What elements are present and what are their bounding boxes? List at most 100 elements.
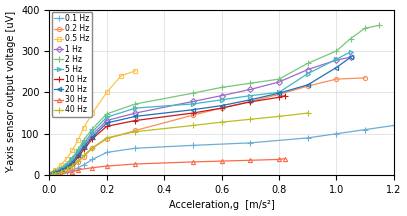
1 Hz (276, 81, 281, 83)
5 Hz (53, 171, 57, 173)
0.5 Hz (133, 70, 138, 72)
20 Hz (64, 166, 69, 169)
10 Hz (248, 101, 253, 103)
0.5 Hz (119, 75, 124, 77)
0.2 Hz (81, 155, 86, 158)
40 Hz (305, 112, 310, 114)
0.1 Hz (90, 158, 95, 161)
20 Hz (81, 146, 86, 148)
10 Hz (47, 174, 52, 176)
0.2 Hz (58, 170, 63, 173)
Line: 10 Hz: 10 Hz (46, 92, 288, 179)
20 Hz (47, 174, 52, 176)
1 Hz (348, 56, 353, 59)
10 Hz (64, 167, 69, 169)
1 Hz (305, 68, 310, 71)
0.2 Hz (70, 166, 75, 168)
5 Hz (219, 98, 224, 101)
2 Hz (377, 24, 382, 27)
30 Hz (47, 174, 52, 176)
1 Hz (50, 173, 55, 175)
10 Hz (90, 137, 95, 140)
5 Hz (348, 51, 353, 53)
1 Hz (133, 112, 138, 114)
2 Hz (133, 103, 138, 105)
0.1 Hz (64, 171, 69, 173)
10 Hz (70, 163, 75, 165)
10 Hz (190, 112, 195, 114)
30 Hz (133, 163, 138, 165)
0.5 Hz (58, 164, 63, 166)
2 Hz (90, 127, 95, 130)
Line: 5 Hz: 5 Hz (47, 50, 353, 177)
Line: 0.2 Hz: 0.2 Hz (47, 76, 367, 177)
30 Hz (53, 173, 57, 176)
5 Hz (50, 173, 55, 175)
0.2 Hz (53, 172, 57, 174)
2 Hz (334, 50, 339, 52)
2 Hz (50, 172, 55, 175)
2 Hz (53, 170, 57, 172)
5 Hz (81, 142, 86, 145)
5 Hz (334, 58, 339, 60)
40 Hz (64, 168, 69, 171)
20 Hz (58, 169, 63, 172)
10 Hz (104, 125, 109, 128)
1 Hz (64, 165, 69, 168)
0.5 Hz (104, 91, 109, 94)
0.1 Hz (391, 124, 396, 127)
40 Hz (276, 115, 281, 118)
0.1 Hz (248, 141, 253, 144)
0.5 Hz (90, 112, 95, 114)
0.2 Hz (104, 137, 109, 140)
2 Hz (76, 148, 81, 151)
0.1 Hz (47, 174, 52, 176)
2 Hz (348, 37, 353, 40)
20 Hz (248, 98, 253, 101)
0.2 Hz (190, 114, 195, 116)
20 Hz (133, 115, 138, 118)
40 Hz (50, 173, 55, 176)
5 Hz (64, 164, 69, 167)
40 Hz (90, 146, 95, 149)
20 Hz (219, 104, 224, 107)
0.5 Hz (76, 139, 81, 141)
5 Hz (190, 103, 195, 105)
40 Hz (190, 124, 195, 127)
1 Hz (248, 88, 253, 91)
30 Hz (76, 168, 81, 171)
5 Hz (305, 72, 310, 75)
2 Hz (104, 113, 109, 115)
0.2 Hz (305, 85, 310, 87)
30 Hz (104, 165, 109, 167)
0.2 Hz (64, 168, 69, 171)
0.1 Hz (53, 173, 57, 175)
30 Hz (90, 166, 95, 169)
0.5 Hz (47, 174, 52, 176)
40 Hz (70, 165, 75, 167)
1 Hz (190, 100, 195, 103)
0.5 Hz (81, 126, 86, 129)
0.1 Hz (334, 132, 339, 135)
5 Hz (104, 116, 109, 119)
20 Hz (276, 92, 281, 94)
5 Hz (276, 91, 281, 94)
20 Hz (50, 173, 55, 175)
0.2 Hz (76, 161, 81, 163)
Line: 2 Hz: 2 Hz (46, 22, 383, 179)
2 Hz (47, 174, 52, 176)
1 Hz (90, 133, 95, 136)
30 Hz (58, 173, 63, 175)
0.1 Hz (133, 147, 138, 149)
0.2 Hz (50, 173, 55, 176)
10 Hz (50, 173, 55, 175)
0.1 Hz (190, 144, 195, 147)
1 Hz (334, 59, 339, 61)
Line: 30 Hz: 30 Hz (47, 157, 287, 177)
30 Hz (282, 157, 287, 160)
2 Hz (248, 82, 253, 84)
20 Hz (348, 56, 353, 59)
X-axis label: Acceleration,g  [m/s²]: Acceleration,g [m/s²] (168, 200, 274, 210)
0.2 Hz (219, 107, 224, 109)
10 Hz (133, 119, 138, 122)
